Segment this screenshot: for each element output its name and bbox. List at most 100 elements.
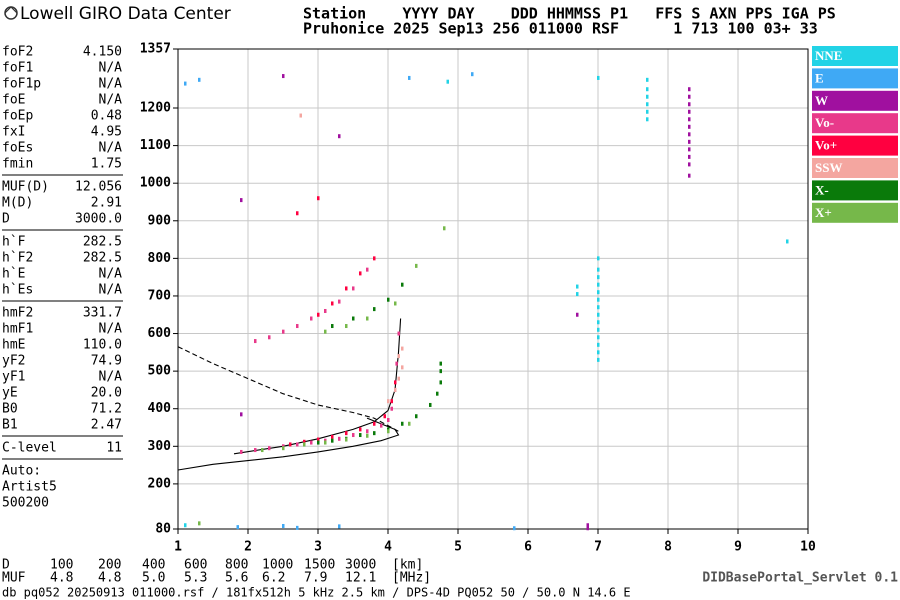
echo-point [254,339,257,344]
parameter-name: h`F [2,235,26,250]
legend-label: W [815,93,828,108]
echo-point [688,102,691,107]
echo-point [338,299,341,304]
parameter-value: 3000.0 [75,212,122,227]
legend-label: X+ [815,205,832,220]
echo-point [296,442,299,447]
y-tick-label: 900 [148,213,172,228]
y-tick-label: 500 [148,364,172,379]
echo-point [688,139,691,144]
legend-label: Vo+ [815,138,837,153]
y-tick-label: 1000 [140,176,171,191]
echo-point [401,346,404,351]
echo-point [597,335,600,340]
y-tick-label: 300 [148,439,172,454]
echo-point [597,267,600,272]
parameter-value: N/A [99,267,123,282]
echo-point [394,380,397,385]
echo-point [688,173,691,178]
echo-point [395,361,398,366]
echo-point [597,297,600,302]
echo-point [597,282,600,287]
x-tick-label: 6 [524,540,532,555]
parameter-value: N/A [99,77,123,92]
scale-value: 1500 [304,558,335,573]
parameter-value: N/A [99,141,123,156]
parameter-name: yE [2,386,18,401]
echo-point [586,523,589,528]
parameter-value: 2.91 [91,196,122,211]
echo-point [646,117,649,122]
y-tick-label: 1100 [140,138,171,153]
legend-swatch [812,46,898,66]
echo-point [317,437,320,442]
echo-point [184,81,187,86]
echo-point [688,154,691,159]
echo-point [408,421,411,426]
echo-point [429,402,432,407]
legend-label: NNE [815,48,842,63]
echo-point [338,436,341,441]
scale-value: 1000 [262,558,293,573]
echo-point [408,75,411,80]
echo-point [786,239,789,244]
y-tick-label: 700 [148,288,172,303]
parameter-name: fmin [2,157,33,172]
legend-swatch [812,202,898,223]
parameter-name: hmF1 [2,322,33,337]
parameter-value: 1.75 [91,157,122,172]
legend-swatch [812,158,898,178]
footer-info: db pq052 20250913 011000.rsf / 181fx512h… [2,586,631,600]
legend-swatch [812,90,898,111]
echo-point [446,79,449,84]
legend-swatch [812,113,898,134]
scale-value: 3000 [345,558,376,573]
echo-point [324,329,327,334]
parameter-value: 74.9 [91,354,122,369]
parameter-value: 71.2 [91,402,122,417]
echo-point [198,521,201,526]
servlet-label: DIDBasePortal_Servlet 0.1 [702,571,898,586]
logo-icon [4,6,18,14]
echo-point [331,434,334,439]
parameter-value: 2.47 [91,418,122,433]
echo-point [390,406,393,411]
echo-point [597,256,600,261]
scale-label: D [2,558,10,573]
scale-value: 800 [225,558,248,573]
echo-point [268,335,271,340]
parameter-name: MUF(D) [2,180,49,195]
parameter-name: D [2,212,10,227]
echo-point [397,354,400,359]
echo-point [317,440,320,445]
echo-point [387,297,390,302]
echo-point [688,124,691,129]
scale-unit: [km] [392,558,423,573]
echo-point [688,117,691,122]
echo-point [366,433,369,438]
y-tick-label: 1200 [140,101,171,116]
legend-label: SSW [815,160,842,175]
echo-point [688,147,691,152]
echo-point [338,134,341,139]
x-tick-label: 8 [664,540,672,555]
echo-point [324,308,327,313]
legend-label: X- [815,182,829,197]
echo-point [688,162,691,167]
echo-point [597,290,600,295]
echo-point [513,526,516,531]
echo-point [439,369,442,374]
echo-point [345,431,348,436]
parameter-name: h`E [2,267,25,282]
echo-point [597,305,600,310]
echo-point [401,421,404,426]
echo-point [352,433,355,438]
echo-point [471,72,474,77]
echo-point [310,316,313,321]
parameter-value: 20.0 [91,386,122,401]
echo-point [310,440,313,445]
echo-point [254,448,257,453]
echo-point [236,525,239,530]
parameter-value: N/A [99,93,123,108]
